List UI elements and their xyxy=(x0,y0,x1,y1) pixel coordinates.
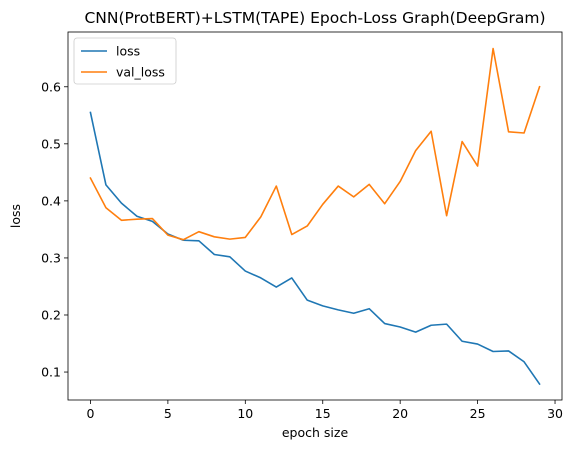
y-tick-label: 0.6 xyxy=(41,79,61,94)
y-tick-label: 0.3 xyxy=(41,250,61,265)
x-tick-label: 5 xyxy=(164,406,172,421)
chart-title: CNN(ProtBERT)+LSTM(TAPE) Epoch-Loss Grap… xyxy=(84,9,545,27)
y-axis: 0.1 0.2 0.3 0.4 0.5 0.6 xyxy=(41,79,68,380)
plot-lines xyxy=(89,47,541,386)
y-tick-label: 0.4 xyxy=(41,193,61,208)
plot-frame xyxy=(67,31,563,401)
x-axis: 0 5 10 15 20 25 30 xyxy=(86,400,563,421)
x-tick-label: 10 xyxy=(237,406,253,421)
x-axis-label: epoch size xyxy=(282,425,349,440)
x-tick-label: 15 xyxy=(315,406,331,421)
x-tick-label: 25 xyxy=(470,406,486,421)
legend-label: val_loss xyxy=(116,65,165,80)
y-tick-label: 0.5 xyxy=(41,136,61,151)
x-tick-label: 0 xyxy=(86,406,94,421)
x-tick-label: 30 xyxy=(547,406,563,421)
series-line-val-loss xyxy=(89,47,541,241)
y-axis-label: loss xyxy=(8,204,23,228)
legend-label: loss xyxy=(116,44,140,59)
legend: loss val_loss xyxy=(73,37,177,85)
x-tick-label: 20 xyxy=(392,406,408,421)
y-tick-label: 0.1 xyxy=(41,365,61,380)
y-tick-label: 0.2 xyxy=(41,307,61,322)
